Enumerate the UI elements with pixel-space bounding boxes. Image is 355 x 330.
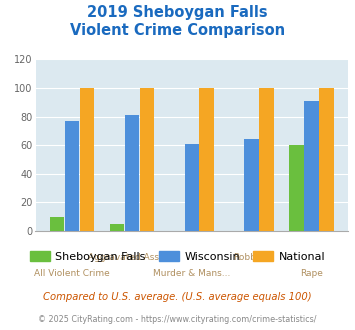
Bar [50,217,64,231]
Bar [110,224,124,231]
Bar [304,101,319,231]
Text: Aggravated Assault: Aggravated Assault [88,253,176,262]
Text: 2019 Sheboygan Falls: 2019 Sheboygan Falls [87,5,268,20]
Legend: Sheboygan Falls, Wisconsin, National: Sheboygan Falls, Wisconsin, National [25,247,330,267]
Bar [140,88,154,231]
Bar [200,88,214,231]
Bar [80,88,94,231]
Text: © 2025 CityRating.com - https://www.cityrating.com/crime-statistics/: © 2025 CityRating.com - https://www.city… [38,315,317,324]
Bar [245,140,259,231]
Bar [65,121,79,231]
Bar [185,144,199,231]
Text: Violent Crime Comparison: Violent Crime Comparison [70,23,285,38]
Text: All Violent Crime: All Violent Crime [34,269,110,278]
Bar [125,115,139,231]
Text: Murder & Mans...: Murder & Mans... [153,269,230,278]
Text: Rape: Rape [300,269,323,278]
Bar [319,88,334,231]
Text: Robbery: Robbery [233,253,271,262]
Bar [289,145,304,231]
Text: Compared to U.S. average. (U.S. average equals 100): Compared to U.S. average. (U.S. average … [43,292,312,302]
Bar [260,88,274,231]
